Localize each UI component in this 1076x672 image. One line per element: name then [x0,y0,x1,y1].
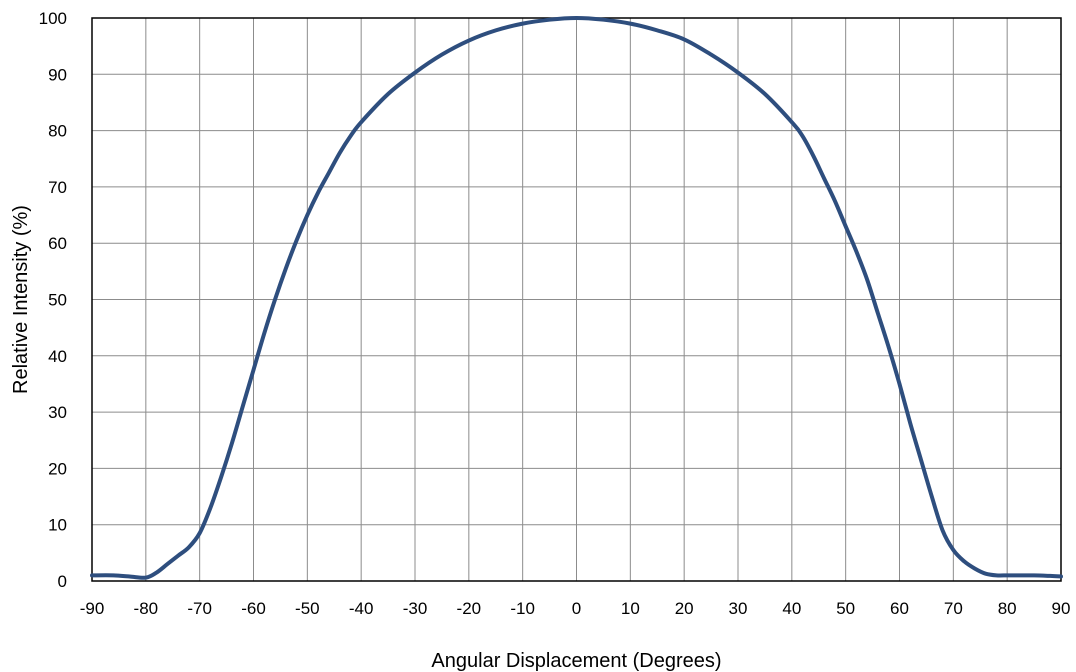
series-line [90,16,1063,580]
series-layer [90,16,1063,580]
y-tick-label: 60 [48,234,67,253]
x-tick-label: -70 [187,599,212,618]
x-tick-label: 20 [675,599,694,618]
y-tick-label: 0 [58,572,67,591]
y-tick-label: 80 [48,122,67,141]
x-tick-label: -30 [403,599,428,618]
y-tick-label: 50 [48,291,67,310]
y-tick-label: 40 [48,347,67,366]
y-tick-labels: 0 10 20 30 40 50 60 70 80 90 100 [39,9,67,591]
x-tick-label: 60 [890,599,909,618]
y-tick-label: 20 [48,459,67,478]
x-tick-label: 80 [998,599,1017,618]
x-tick-labels: -90 -80 -70 -60 -50 -40 -30 -20 -10 0 10 20 30 40 50 60… [80,599,1071,618]
x-tick-label: 50 [836,599,855,618]
x-tick-label: 0 [572,599,581,618]
x-tick-label: -40 [349,599,374,618]
x-tick-label: -20 [457,599,482,618]
x-tick-label: 90 [1052,599,1071,618]
x-tick-label: -90 [80,599,105,618]
y-axis-title: Relative Intensity (%) [10,205,32,394]
y-tick-label: 10 [48,516,67,535]
x-tick-label: -50 [295,599,320,618]
y-tick-label: 90 [48,65,67,84]
x-tick-label: 40 [782,599,801,618]
x-tick-label: 30 [729,599,748,618]
y-tick-label: 100 [39,9,67,28]
x-tick-label: -80 [134,599,159,618]
y-tick-label: 30 [48,403,67,422]
x-tick-label: -60 [241,599,266,618]
x-tick-label: 10 [621,599,640,618]
y-tick-label: 70 [48,178,67,197]
x-tick-label: 70 [944,599,963,618]
x-tick-label: -10 [510,599,535,618]
x-axis-title: Angular Displacement (Degrees) [431,650,721,672]
